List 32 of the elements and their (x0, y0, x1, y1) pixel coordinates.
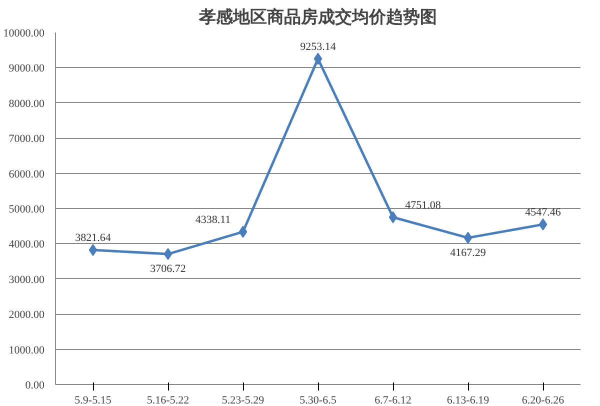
data-label: 4338.11 (195, 214, 231, 226)
x-tick-label: 5.30-6.5 (300, 394, 337, 406)
x-tick-label: 6.7-6.12 (374, 394, 412, 406)
y-tick-label: 6000.00 (8, 168, 45, 180)
chart-title: 孝感地区商品房成交均价趋势图 (198, 8, 437, 28)
y-tick-label: 5000.00 (8, 204, 45, 216)
point (314, 52, 322, 65)
data-label: 3821.64 (75, 232, 112, 244)
point (88, 244, 98, 256)
y-tick-label: 9000.00 (8, 62, 45, 75)
x-tick-label: 6.20-6.26 (522, 394, 565, 406)
data-label: 4547.46 (525, 206, 562, 218)
data-label: 9253.14 (300, 40, 336, 53)
y-tick-label: 7000.00 (8, 133, 45, 146)
data-label: 4167.29 (450, 246, 486, 259)
y-tick-label: 10000.00 (3, 28, 45, 40)
y-tick-label: 3000.00 (8, 274, 45, 286)
data-label: 3706.72 (150, 263, 186, 276)
point (538, 218, 548, 230)
x-tick-label: 5.16-5.22 (146, 394, 190, 406)
y-tick-label: 2000.00 (8, 309, 45, 322)
point (238, 226, 248, 238)
x-tick-label: 5.9-5.15 (74, 394, 112, 406)
x-tick-label: 5.23-5.29 (222, 394, 265, 406)
point (388, 211, 398, 224)
point (464, 232, 472, 244)
y-tick-label: 1000.00 (8, 344, 45, 356)
x-tick-label: 6.13-6.19 (446, 394, 490, 406)
y-tick-label: 4000.00 (8, 238, 45, 251)
y-tick-label: 0.00 (25, 380, 45, 392)
y-tick-label: 8000.00 (8, 98, 45, 110)
point (164, 248, 172, 260)
